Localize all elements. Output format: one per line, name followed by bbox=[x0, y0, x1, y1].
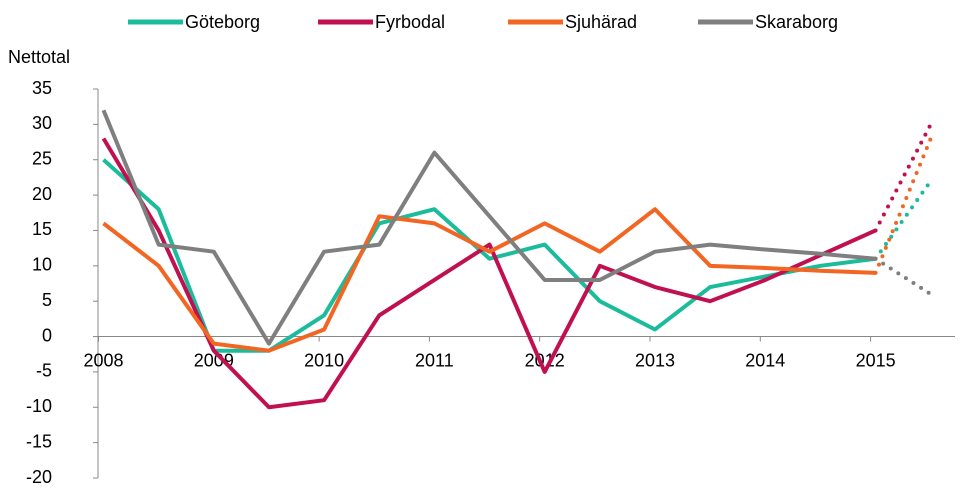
legend-label: Sjuhärad bbox=[565, 12, 637, 32]
forecast-line bbox=[873, 256, 933, 297]
x-tick-label: 2014 bbox=[745, 350, 785, 370]
forecast-line bbox=[873, 178, 933, 261]
y-tick-label: 35 bbox=[32, 78, 52, 98]
legend-label: Skaraborg bbox=[755, 12, 838, 32]
y-tick-label: -5 bbox=[36, 361, 52, 381]
x-tick-label: 2015 bbox=[856, 350, 896, 370]
series-line bbox=[101, 109, 876, 346]
y-tick-label: 5 bbox=[42, 290, 52, 310]
y-tick-label: 20 bbox=[32, 184, 52, 204]
forecast-line bbox=[873, 122, 933, 233]
x-tick-label: 2013 bbox=[635, 350, 675, 370]
x-tick-label: 2009 bbox=[194, 350, 234, 370]
x-tick-label: 2010 bbox=[304, 350, 344, 370]
y-axis-label: Nettotal bbox=[8, 47, 70, 67]
y-tick-label: 10 bbox=[32, 255, 52, 275]
series-line bbox=[101, 137, 877, 410]
forecast-line bbox=[873, 136, 933, 275]
x-tick-label: 2008 bbox=[83, 350, 123, 370]
y-tick-label: -15 bbox=[26, 431, 52, 451]
y-tick-label: 25 bbox=[32, 148, 52, 168]
y-tick-label: 0 bbox=[42, 325, 52, 345]
legend-label: Fyrbodal bbox=[375, 12, 445, 32]
y-tick-label: -20 bbox=[26, 467, 52, 486]
series-line bbox=[102, 158, 876, 353]
y-tick-label: 30 bbox=[32, 113, 52, 133]
y-tick-label: -10 bbox=[26, 396, 52, 416]
legend-label: Göteborg bbox=[185, 12, 260, 32]
x-tick-label: 2011 bbox=[415, 350, 454, 370]
series-line bbox=[102, 207, 876, 353]
y-tick-label: 15 bbox=[32, 219, 52, 239]
